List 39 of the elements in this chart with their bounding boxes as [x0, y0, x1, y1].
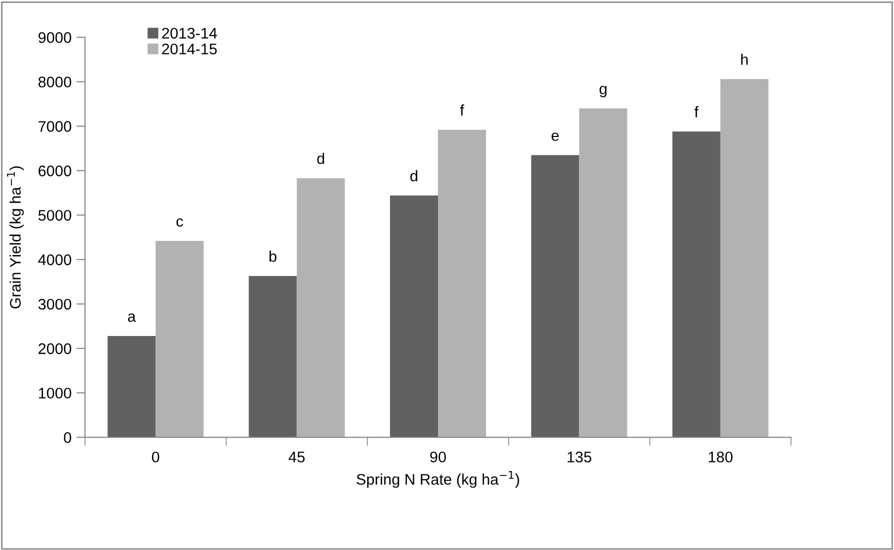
- bar: [390, 196, 438, 438]
- x-tick-label: 45: [288, 452, 305, 462]
- bar: [108, 336, 156, 438]
- bar: [672, 132, 720, 438]
- annotation: d: [317, 152, 324, 164]
- annotation: b: [270, 250, 276, 262]
- y-tick-label: 5000: [38, 210, 72, 221]
- annotation: a: [128, 313, 136, 322]
- x-axis-title: Spring N Rate (kg ha$^{−1}$): [356, 470, 520, 488]
- y-tick-label: 6000: [38, 166, 72, 176]
- y-tick-label: 3000: [38, 298, 72, 310]
- bar: [438, 130, 486, 438]
- y-tick-label: 4000: [38, 254, 72, 266]
- x-tick-label: 135: [568, 452, 592, 462]
- annotation: h: [741, 54, 748, 65]
- y-axis-title: Grain Yield (kg ha$^{−1}$): [6, 166, 24, 308]
- annotation: d: [410, 170, 418, 182]
- x-tick-label: 180: [708, 452, 733, 462]
- y-tick-label: 1000: [38, 388, 72, 399]
- x-tick-label: 0: [152, 452, 160, 462]
- bar: [248, 276, 297, 438]
- y-tick-label: 0: [64, 432, 72, 443]
- annotation: c: [176, 218, 184, 227]
- annotation: f: [460, 104, 464, 116]
- y-tick-label: 9000: [38, 32, 72, 43]
- bar: [579, 108, 628, 438]
- legend-label: 2014-15: [162, 44, 217, 54]
- y-tick-label: 7000: [38, 121, 72, 132]
- bar: [720, 79, 768, 438]
- legend-label: 2013-14: [162, 28, 217, 39]
- annotation: g: [600, 86, 606, 98]
- bar: [156, 240, 204, 438]
- y-tick-label: 8000: [38, 76, 72, 88]
- x-tick-label: 90: [430, 452, 446, 462]
- bar: [296, 178, 345, 438]
- annotation: e: [552, 132, 559, 141]
- annotation: f: [694, 106, 699, 118]
- bar: [531, 155, 580, 438]
- y-tick-label: 2000: [38, 343, 72, 354]
